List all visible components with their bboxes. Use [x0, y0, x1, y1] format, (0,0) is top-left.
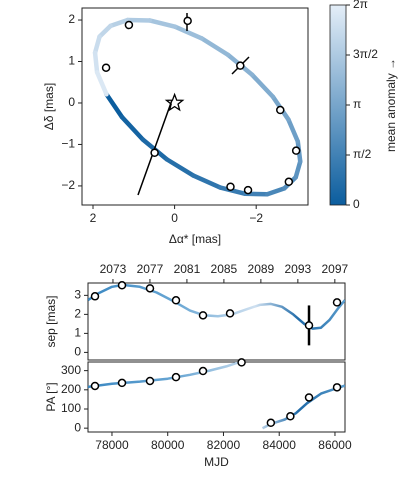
data-point: [146, 285, 153, 292]
y-tick-label: 0: [68, 95, 75, 109]
orbit-segment: [100, 26, 111, 37]
data-point: [200, 312, 207, 319]
data-point: [227, 183, 234, 190]
top-tick-label: 2081: [174, 262, 201, 276]
colorbar-tick-label: π/2: [353, 147, 372, 161]
data-point: [245, 187, 252, 194]
data-point: [267, 419, 274, 426]
top-tick-label: 2093: [285, 262, 312, 276]
x-tick-label: −2: [249, 211, 263, 225]
data-point: [334, 299, 341, 306]
model-line-group: [88, 284, 345, 345]
x-tick-label: 78000: [95, 438, 129, 452]
orbit-segment: [97, 72, 106, 94]
data-point: [91, 293, 98, 300]
top-tick-label: 2077: [137, 262, 164, 276]
data-point: [293, 147, 300, 154]
data-point: [125, 22, 132, 29]
y-tick-label: 300: [61, 363, 81, 377]
data-point: [200, 368, 207, 375]
orbit-segment: [106, 94, 122, 117]
orbit-segment: [122, 117, 143, 139]
y-axis-label: PA [°]: [44, 382, 58, 411]
orbit-panel: 2 0 −2 −2 −1 0 1 2 Δα* [mas] Δδ [mas]: [42, 8, 308, 246]
y-axis-label: sep [mas]: [44, 295, 58, 347]
colorbar-tick-label: 0: [353, 197, 360, 211]
data-point: [184, 17, 191, 24]
data-point: [119, 282, 126, 289]
data-point: [306, 394, 313, 401]
data-point: [172, 374, 179, 381]
orbit-segment: [95, 37, 99, 53]
x-tick-label: 84000: [263, 438, 297, 452]
y-tick-label: 3: [74, 288, 81, 302]
plot-frame: [88, 283, 345, 360]
error-bar: [138, 100, 172, 195]
x-tick-label: 82000: [207, 438, 241, 452]
y-tick-label: 0: [74, 345, 81, 359]
data-point: [103, 64, 110, 71]
orbit-segment: [193, 176, 220, 188]
colorbar-label: mean anomaly →: [384, 58, 398, 152]
y-tick-label: 200: [61, 382, 81, 396]
data-point: [119, 379, 126, 386]
colorbar-tick-label: π: [353, 97, 361, 111]
orbit-segment: [150, 20, 175, 26]
data-point: [146, 377, 153, 384]
y-tick-label: 0: [74, 420, 81, 434]
orbit-error-bars: [138, 13, 249, 195]
x-axis-label: Δα* [mas]: [169, 232, 221, 246]
colorbar-tick-label: 2π: [353, 0, 368, 11]
model-line: [88, 359, 345, 428]
orbit-segment: [202, 38, 229, 55]
orbit-segment: [296, 161, 300, 177]
orbit-segment: [95, 53, 97, 72]
y-tick-label: −1: [61, 137, 75, 151]
y-tick-label: 2: [68, 12, 75, 26]
data-point: [238, 359, 245, 366]
x-axis-label: MJD: [204, 455, 229, 469]
orbit-segment: [167, 159, 194, 175]
data-point: [237, 62, 244, 69]
model-line-group: [88, 359, 345, 428]
top-tick-label: 2097: [321, 262, 348, 276]
data-point: [285, 178, 292, 185]
data-point: [277, 107, 284, 114]
y-tick-label: 1: [68, 54, 75, 68]
orbit-segment: [288, 120, 297, 142]
top-tick-label: 2073: [100, 262, 127, 276]
top-tick-label: 2089: [248, 262, 275, 276]
top-tick-label: 2085: [211, 262, 238, 276]
data-point: [306, 322, 313, 329]
y-tick-label: 100: [61, 401, 81, 415]
x-tick-label: 80000: [151, 438, 185, 452]
x-tick-label: 0: [171, 211, 178, 225]
orbit-segment: [175, 27, 202, 39]
data-point: [151, 149, 158, 156]
x-tick-label: 86000: [318, 438, 352, 452]
y-tick-label: 1: [74, 326, 81, 340]
data-point: [287, 413, 294, 420]
colorbar-tick-label: 3π/2: [353, 47, 378, 61]
orbit-segment: [252, 75, 273, 97]
y-tick-label: −2: [61, 178, 75, 192]
colorbar: [330, 5, 346, 205]
data-point: [91, 382, 98, 389]
orbit-segment: [267, 188, 284, 194]
y-tick-label: 2: [74, 307, 81, 321]
data-point: [227, 310, 234, 317]
data-point: [172, 297, 179, 304]
data-point: [334, 384, 341, 391]
x-tick-label: 2: [90, 211, 97, 225]
y-axis-label: Δδ [mas]: [42, 83, 56, 130]
